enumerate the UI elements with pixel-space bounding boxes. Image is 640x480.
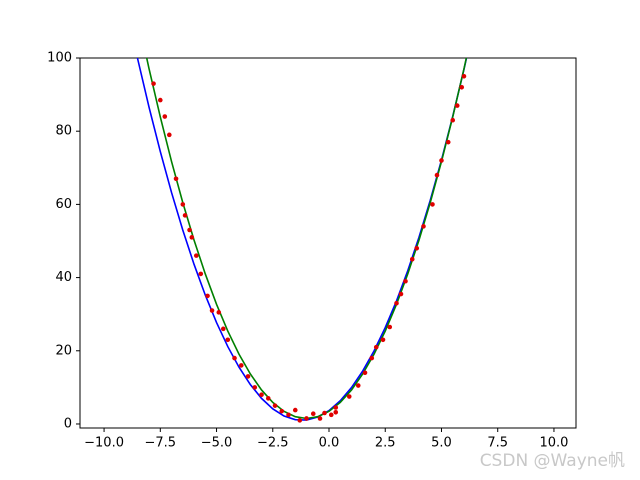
x-tick-label: −7.5 [145, 436, 177, 451]
y-tick-label: 80 [55, 124, 72, 139]
data-point [450, 117, 456, 123]
data-point [238, 363, 244, 368]
data-point [259, 392, 264, 397]
data-point [286, 412, 291, 418]
data-point [209, 308, 215, 313]
data-point [193, 253, 199, 258]
data-point [189, 235, 195, 240]
data-point [252, 385, 258, 390]
x-tick-label: −10.0 [84, 436, 124, 451]
plot-area [136, 58, 468, 423]
data-point [394, 300, 399, 306]
data-point [346, 394, 352, 399]
data-point [409, 256, 415, 262]
y-tick-label: 0 [64, 416, 72, 431]
data-point [198, 271, 204, 277]
data-point [292, 407, 298, 413]
data-point [205, 293, 210, 299]
data-point [369, 355, 375, 361]
data-point [421, 224, 426, 229]
x-tick-label: 0.0 [319, 436, 340, 451]
plot-frame [79, 57, 577, 429]
data-point [151, 81, 156, 86]
data-point [173, 176, 179, 182]
data-point [297, 418, 303, 423]
data-point [333, 405, 339, 410]
data-point [380, 337, 386, 343]
data-point [355, 383, 361, 388]
data-point [187, 227, 192, 233]
data-point [245, 374, 251, 379]
data-point [430, 202, 435, 207]
data-point [310, 411, 316, 417]
y-tick-label: 40 [55, 270, 72, 285]
data-point [220, 326, 226, 332]
y-tick-label: 100 [47, 51, 72, 66]
data-point [434, 172, 440, 178]
x-tick-label: 10.0 [539, 436, 568, 451]
data-point [454, 103, 460, 108]
y-tick-label: 60 [55, 197, 72, 212]
x-tick-label: −5.0 [201, 436, 233, 451]
data-point [225, 337, 231, 343]
data-point [333, 409, 339, 415]
data-point [322, 410, 327, 416]
watermark: CSDN @Wayne帆 [480, 451, 625, 471]
data-point [182, 213, 188, 218]
data-point [265, 396, 271, 401]
data-point [279, 408, 285, 414]
data-point [304, 416, 309, 421]
x-tick-label: 7.5 [487, 436, 508, 451]
x-tick-label: −2.5 [257, 436, 289, 451]
x-tick-label: 2.5 [375, 436, 396, 451]
data-point [461, 73, 467, 79]
data-point [328, 412, 334, 418]
data-point [272, 403, 278, 408]
data-point [162, 114, 168, 119]
data-point [216, 310, 222, 315]
data-point [362, 370, 368, 376]
data-point [403, 278, 408, 284]
data-point [167, 132, 172, 138]
data-point [398, 291, 404, 297]
x-tick-label: 5.0 [431, 436, 452, 451]
y-tick-label: 20 [55, 343, 72, 358]
data-point [232, 355, 237, 361]
data-point [158, 97, 163, 103]
fit-line [136, 58, 468, 421]
data-point [180, 202, 186, 207]
data-point [414, 246, 420, 251]
fit-line [145, 58, 468, 420]
data-point [445, 139, 451, 145]
data-point [373, 344, 379, 350]
data-point [439, 158, 444, 163]
data-point [387, 324, 393, 330]
data-point [317, 416, 323, 421]
data-point [459, 84, 465, 90]
